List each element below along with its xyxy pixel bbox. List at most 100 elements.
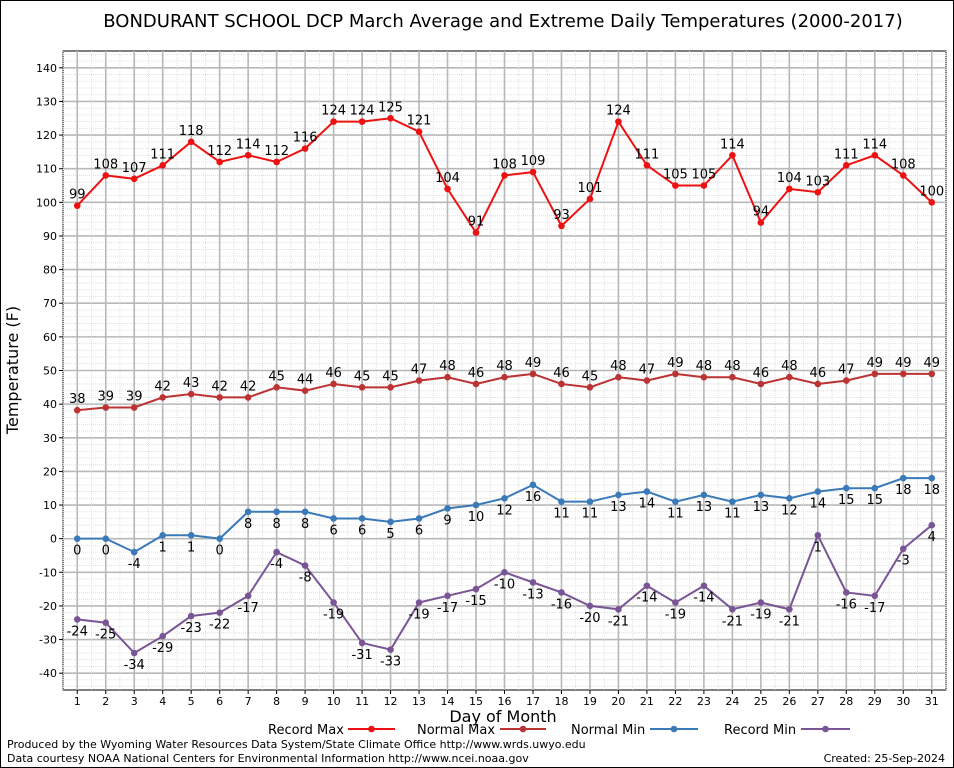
legend-item-record-min: Record Min — [724, 723, 850, 738]
x-tick-label: 30 — [896, 695, 910, 708]
data-label: -33 — [380, 655, 401, 670]
data-label: 42 — [240, 379, 257, 394]
data-label: -14 — [636, 591, 657, 606]
data-point — [501, 172, 508, 179]
data-label: 46 — [468, 366, 485, 381]
legend-item-record-max: Record Max — [268, 723, 395, 738]
x-axis: 1 2 3 4 5 6 7 8 9 10 11 12 13 14 15 16 17 18 19 20 21 22 23 24 2… — [74, 690, 939, 708]
data-point — [415, 377, 423, 384]
data-point — [130, 404, 138, 411]
data-label: 114 — [720, 137, 745, 152]
data-point — [102, 535, 110, 542]
data-point — [672, 370, 679, 378]
x-tick-label: 5 — [188, 695, 195, 708]
x-tick-label: 7 — [245, 695, 252, 708]
x-tick-label: 2 — [102, 695, 109, 708]
data-point — [899, 545, 907, 553]
data-label: 12 — [496, 503, 513, 518]
data-label: -21 — [722, 614, 743, 629]
data-label: 124 — [350, 104, 375, 119]
data-point — [643, 582, 651, 590]
data-point — [472, 585, 480, 593]
x-tick-label: 20 — [611, 695, 625, 708]
legend-label: Record Max — [268, 723, 344, 738]
data-point — [244, 508, 252, 516]
data-point — [615, 491, 622, 499]
data-point — [700, 491, 708, 499]
data-label: 42 — [154, 379, 171, 394]
data-label: 116 — [293, 131, 318, 146]
data-point — [757, 491, 765, 499]
data-label: 5 — [386, 527, 394, 542]
y-tick-label: -30 — [39, 634, 57, 647]
data-point — [216, 394, 223, 401]
data-label: -14 — [693, 591, 714, 606]
data-point — [244, 151, 252, 159]
data-point — [444, 592, 451, 600]
data-point — [387, 114, 394, 122]
data-label: -21 — [608, 614, 629, 629]
data-label: 11 — [667, 507, 684, 522]
x-tick-label: 29 — [868, 695, 882, 708]
y-tick-label: 70 — [43, 297, 57, 310]
x-tick-label: 28 — [839, 695, 853, 708]
data-label: 48 — [724, 359, 741, 374]
data-point — [501, 495, 508, 502]
data-point — [729, 605, 736, 613]
data-label: 49 — [923, 356, 940, 371]
data-label: 46 — [810, 366, 827, 381]
data-label: -17 — [437, 601, 458, 616]
data-label: 0 — [216, 544, 224, 559]
data-label: 45 — [582, 369, 599, 384]
data-label: 10 — [468, 510, 485, 525]
data-point — [187, 531, 195, 539]
x-tick-label: 31 — [925, 695, 939, 708]
y-tick-label: 40 — [43, 398, 57, 411]
data-label: 48 — [781, 359, 798, 374]
data-point — [415, 599, 423, 606]
data-label: 48 — [696, 359, 713, 374]
data-label: -4 — [128, 557, 141, 572]
x-tick-label: 18 — [554, 695, 568, 708]
data-point — [159, 632, 166, 640]
data-point — [130, 175, 138, 183]
data-point — [899, 172, 907, 179]
data-label: -16 — [836, 597, 857, 612]
data-label: 48 — [610, 359, 627, 374]
y-tick-label: 140 — [36, 62, 57, 75]
data-point — [814, 380, 822, 388]
data-point — [330, 599, 337, 606]
data-label: 111 — [635, 147, 660, 162]
data-label: 114 — [236, 137, 261, 152]
data-label: -29 — [152, 641, 173, 656]
data-point — [387, 384, 394, 391]
data-label: -13 — [522, 587, 543, 602]
data-point — [899, 474, 907, 482]
data-point — [472, 380, 480, 388]
x-tick-label: 1 — [74, 695, 81, 708]
data-point — [501, 568, 508, 576]
data-point — [928, 199, 936, 206]
data-label: 49 — [895, 356, 912, 371]
data-point — [558, 380, 565, 388]
data-point — [358, 515, 366, 522]
data-point — [73, 616, 81, 623]
data-point — [643, 488, 651, 495]
legend-item-normal-max: Normal Max — [417, 723, 546, 738]
data-point — [757, 599, 765, 606]
data-point — [871, 592, 879, 600]
legend-marker — [670, 725, 678, 733]
series-record-min: -24 -25-34-29-23 -22-17-4-8-19-31 -33-19 -17… — [67, 521, 936, 673]
y-tick-label: 120 — [36, 129, 57, 142]
y-tick-label: -20 — [39, 600, 57, 613]
data-label: -19 — [750, 608, 771, 623]
data-point — [786, 185, 793, 193]
series-normal-max: 38 39 39 42 43 42 42 45 44 46 45 45 47 48 46 48 49 46 45 48… — [69, 356, 940, 414]
data-label: -3 — [897, 554, 910, 569]
data-point — [615, 605, 622, 613]
x-axis-label: Day of Month — [449, 707, 556, 726]
footer-created: Created: 25-Sep-2024 — [823, 752, 945, 765]
